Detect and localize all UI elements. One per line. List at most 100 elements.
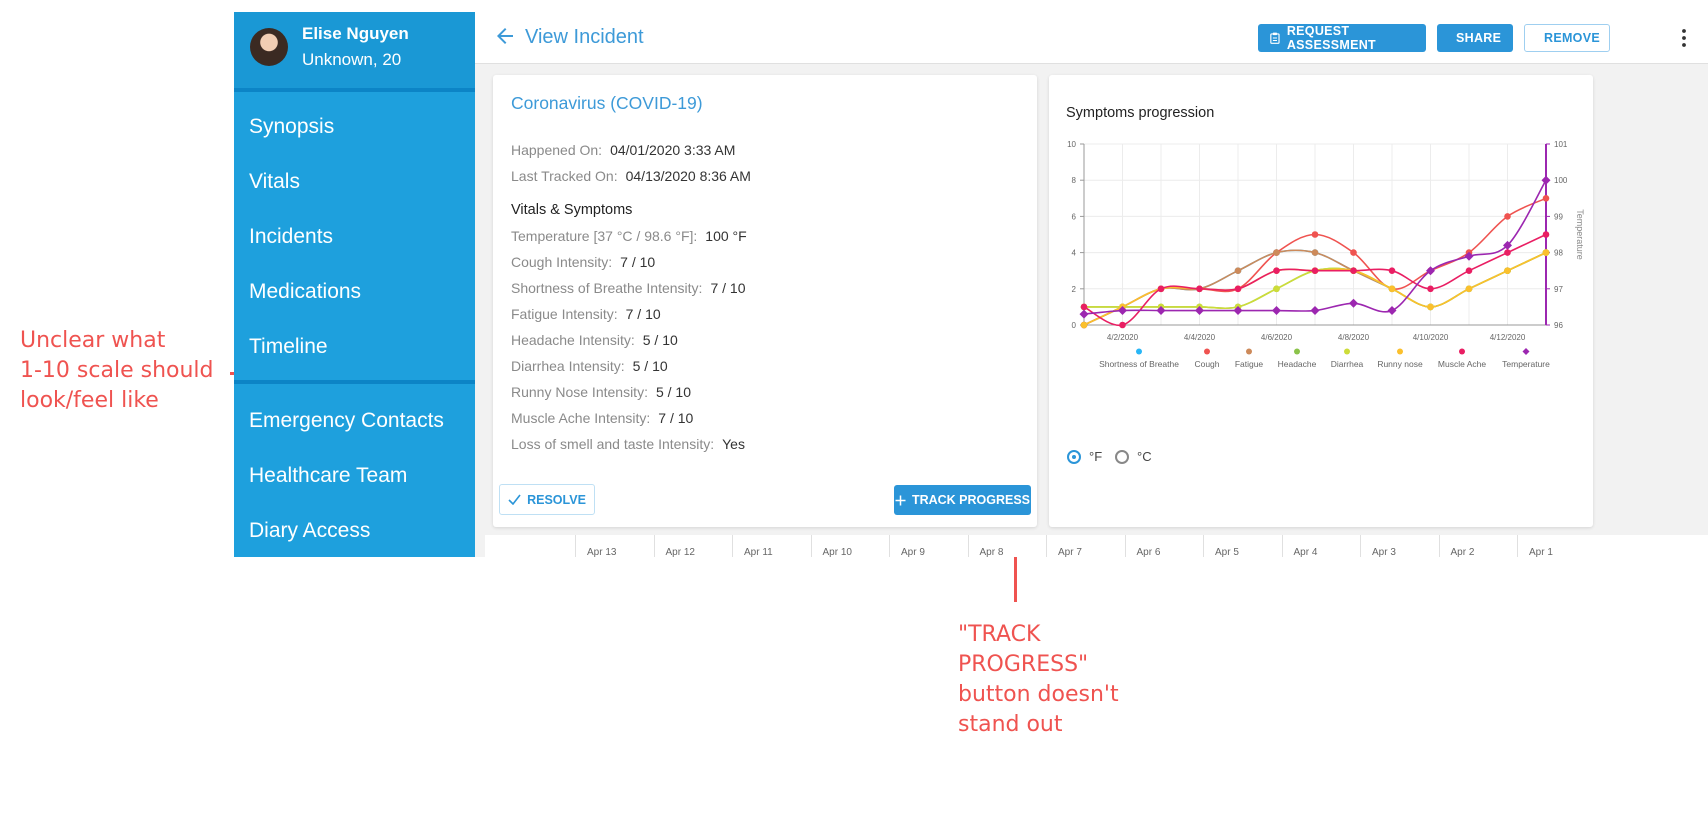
resolve-button[interactable]: RESOLVE <box>499 484 595 515</box>
vital-row-headache: Headache Intensity: 5 / 10 <box>511 332 678 348</box>
timeline-date: Apr 9 <box>901 547 925 557</box>
legend-label: Diarrhea <box>1331 359 1364 369</box>
data-point-temperature <box>1503 240 1512 250</box>
timeline-column[interactable]: Apr 9 <box>889 535 976 557</box>
timeline-date: Apr 1 <box>1529 547 1553 557</box>
data-point-muscle-ache <box>1119 321 1126 329</box>
timeline-date: Apr 3 <box>1372 547 1396 557</box>
annotation-track-progress-note: "TRACK PROGRESS" button doesn't stand ou… <box>958 622 1119 737</box>
timeline-date: Apr 13 <box>587 547 617 557</box>
callout-line-track <box>1014 538 1017 602</box>
sidebar-item-diary-access[interactable]: Diary Access <box>249 519 371 542</box>
timeline-column[interactable]: Apr 6 <box>1124 535 1212 557</box>
vital-label: Headache Intensity: <box>511 332 635 348</box>
data-point-cough <box>1504 213 1511 220</box>
data-point-muscle-ache <box>1080 303 1088 311</box>
last-tracked-value: 04/13/2020 8:36 AM <box>625 168 751 184</box>
sidebar-item-vitals[interactable]: Vitals <box>249 170 300 193</box>
timeline-column[interactable]: Apr 3 <box>1360 535 1447 557</box>
request-assessment-label: REQUEST ASSESSMENT <box>1286 24 1376 52</box>
y-tick-label: 10 <box>1067 140 1076 149</box>
data-point-runny-nose <box>1427 303 1434 311</box>
vital-value: 5 / 10 <box>632 358 668 374</box>
radio-unselected-icon <box>1115 449 1129 464</box>
sidebar-item-medications[interactable]: Medications <box>249 280 362 303</box>
data-point-temperature <box>1387 306 1397 316</box>
legend-label: Fatigue <box>1235 359 1264 369</box>
y2-tick-label: 101 <box>1554 140 1568 149</box>
data-point-temperature <box>1195 306 1204 316</box>
timeline-date: Apr 2 <box>1450 547 1475 557</box>
plus-icon <box>895 495 906 505</box>
track-progress-label: TRACK PROGRESS <box>911 493 1031 507</box>
sidebar-item-synopsis[interactable]: Synopsis <box>249 115 335 138</box>
request-assessment-button[interactable]: REQUEST ASSESSMENT <box>1258 24 1426 52</box>
data-point-fatigue <box>1273 249 1280 256</box>
data-point-temperature <box>1464 251 1474 261</box>
vital-row-muscle-ache: Muscle Ache Intensity: 7 / 10 <box>511 410 693 426</box>
timeline-column[interactable]: Apr 10 <box>810 535 898 557</box>
arrow-left-icon[interactable] <box>493 24 517 48</box>
timeline-column[interactable]: Apr 2 <box>1438 535 1526 557</box>
patient-subtitle: Unknown, 20 <box>302 50 402 69</box>
y2-tick-label: 99 <box>1554 212 1563 221</box>
vital-label: Loss of smell and taste Intensity: <box>511 436 715 452</box>
data-point-runny-nose <box>1504 267 1511 274</box>
unit-celsius-radio[interactable]: °C <box>1115 449 1152 464</box>
data-point-temperature <box>1541 175 1551 185</box>
timeline-date: Apr 8 <box>979 547 1004 557</box>
sidebar-item-emergency-contacts[interactable]: Emergency Contacts <box>249 409 444 432</box>
symptoms-line-chart: 0 2 4 6 8 10 96 97 98 99 100 101 Temperature 4/2/2020… <box>1067 140 1585 369</box>
vital-label: Cough Intensity: <box>511 254 613 270</box>
data-point-fatigue <box>1311 249 1319 256</box>
data-point-muscle-ache <box>1273 267 1280 274</box>
sidebar: Elise Nguyen Unknown, 20 Synopsis Vitals… <box>234 12 475 557</box>
sidebar-divider <box>234 88 475 92</box>
legend-marker <box>1344 348 1350 355</box>
x-tick-label: 4/4/2020 <box>1184 333 1216 342</box>
timeline-column[interactable]: Apr 1 <box>1517 535 1604 557</box>
legend-marker <box>1136 348 1142 355</box>
remove-button[interactable]: REMOVE <box>1524 24 1610 52</box>
vital-label: Muscle Ache Intensity: <box>511 410 651 426</box>
data-point-muscle-ache <box>1234 285 1242 293</box>
y2-tick-label: 98 <box>1554 249 1563 258</box>
more-vertical-icon[interactable] <box>1682 28 1686 48</box>
share-button[interactable]: SHARE <box>1437 24 1513 52</box>
annotation-scale-note: Unclear what 1-10 scale should look/feel… <box>20 328 214 413</box>
incident-title: Coronavirus (COVID-19) <box>511 93 703 113</box>
vital-value: Yes <box>722 436 745 452</box>
last-tracked-label: Last Tracked On: <box>511 168 618 184</box>
vital-label: Shortness of Breathe Intensity: <box>511 280 703 296</box>
data-point-muscle-ache <box>1196 285 1203 293</box>
sidebar-item-timeline[interactable]: Timeline <box>249 335 328 358</box>
unit-fahrenheit-label: °F <box>1089 449 1103 464</box>
timeline-column[interactable]: Apr 13 <box>575 535 662 557</box>
data-point-temperature <box>1310 306 1320 316</box>
happened-on-label: Happened On: <box>511 142 603 158</box>
sidebar-divider <box>234 380 475 384</box>
data-point-runny-nose <box>1542 249 1550 256</box>
timeline-column[interactable]: Apr 11 <box>732 535 819 557</box>
timeline-column[interactable]: Apr 7 <box>1046 535 1133 557</box>
timeline-column[interactable]: Apr 4 <box>1281 535 1369 557</box>
data-point-muscle-ache <box>1350 267 1357 274</box>
data-point-cough <box>1350 249 1357 256</box>
legend-label: Cough <box>1194 359 1219 369</box>
unit-fahrenheit-radio[interactable]: °F <box>1067 449 1102 464</box>
page-title: View Incident <box>525 26 644 48</box>
vitals-symptoms-heading: Vitals & Symptoms <box>511 202 633 218</box>
data-point-muscle-ache <box>1427 285 1434 293</box>
sidebar-item-healthcare-team[interactable]: Healthcare Team <box>249 464 408 487</box>
track-progress-button[interactable]: TRACK PROGRESS <box>894 485 1031 515</box>
patient-profile[interactable]: Elise Nguyen Unknown, 20 <box>234 12 475 88</box>
data-point-muscle-ache <box>1388 267 1396 274</box>
timeline-column[interactable]: Apr 5 <box>1203 535 1290 557</box>
timeline-column[interactable]: Apr 12 <box>653 535 741 557</box>
data-point-muscle-ache <box>1542 231 1550 238</box>
sidebar-item-incidents[interactable]: Incidents <box>249 225 334 248</box>
chart-title: Symptoms progression <box>1066 105 1215 121</box>
timeline-column[interactable]: Apr 8 <box>967 535 1055 557</box>
data-point-temperature <box>1156 306 1166 316</box>
timeline-date: Apr 4 <box>1293 547 1318 557</box>
